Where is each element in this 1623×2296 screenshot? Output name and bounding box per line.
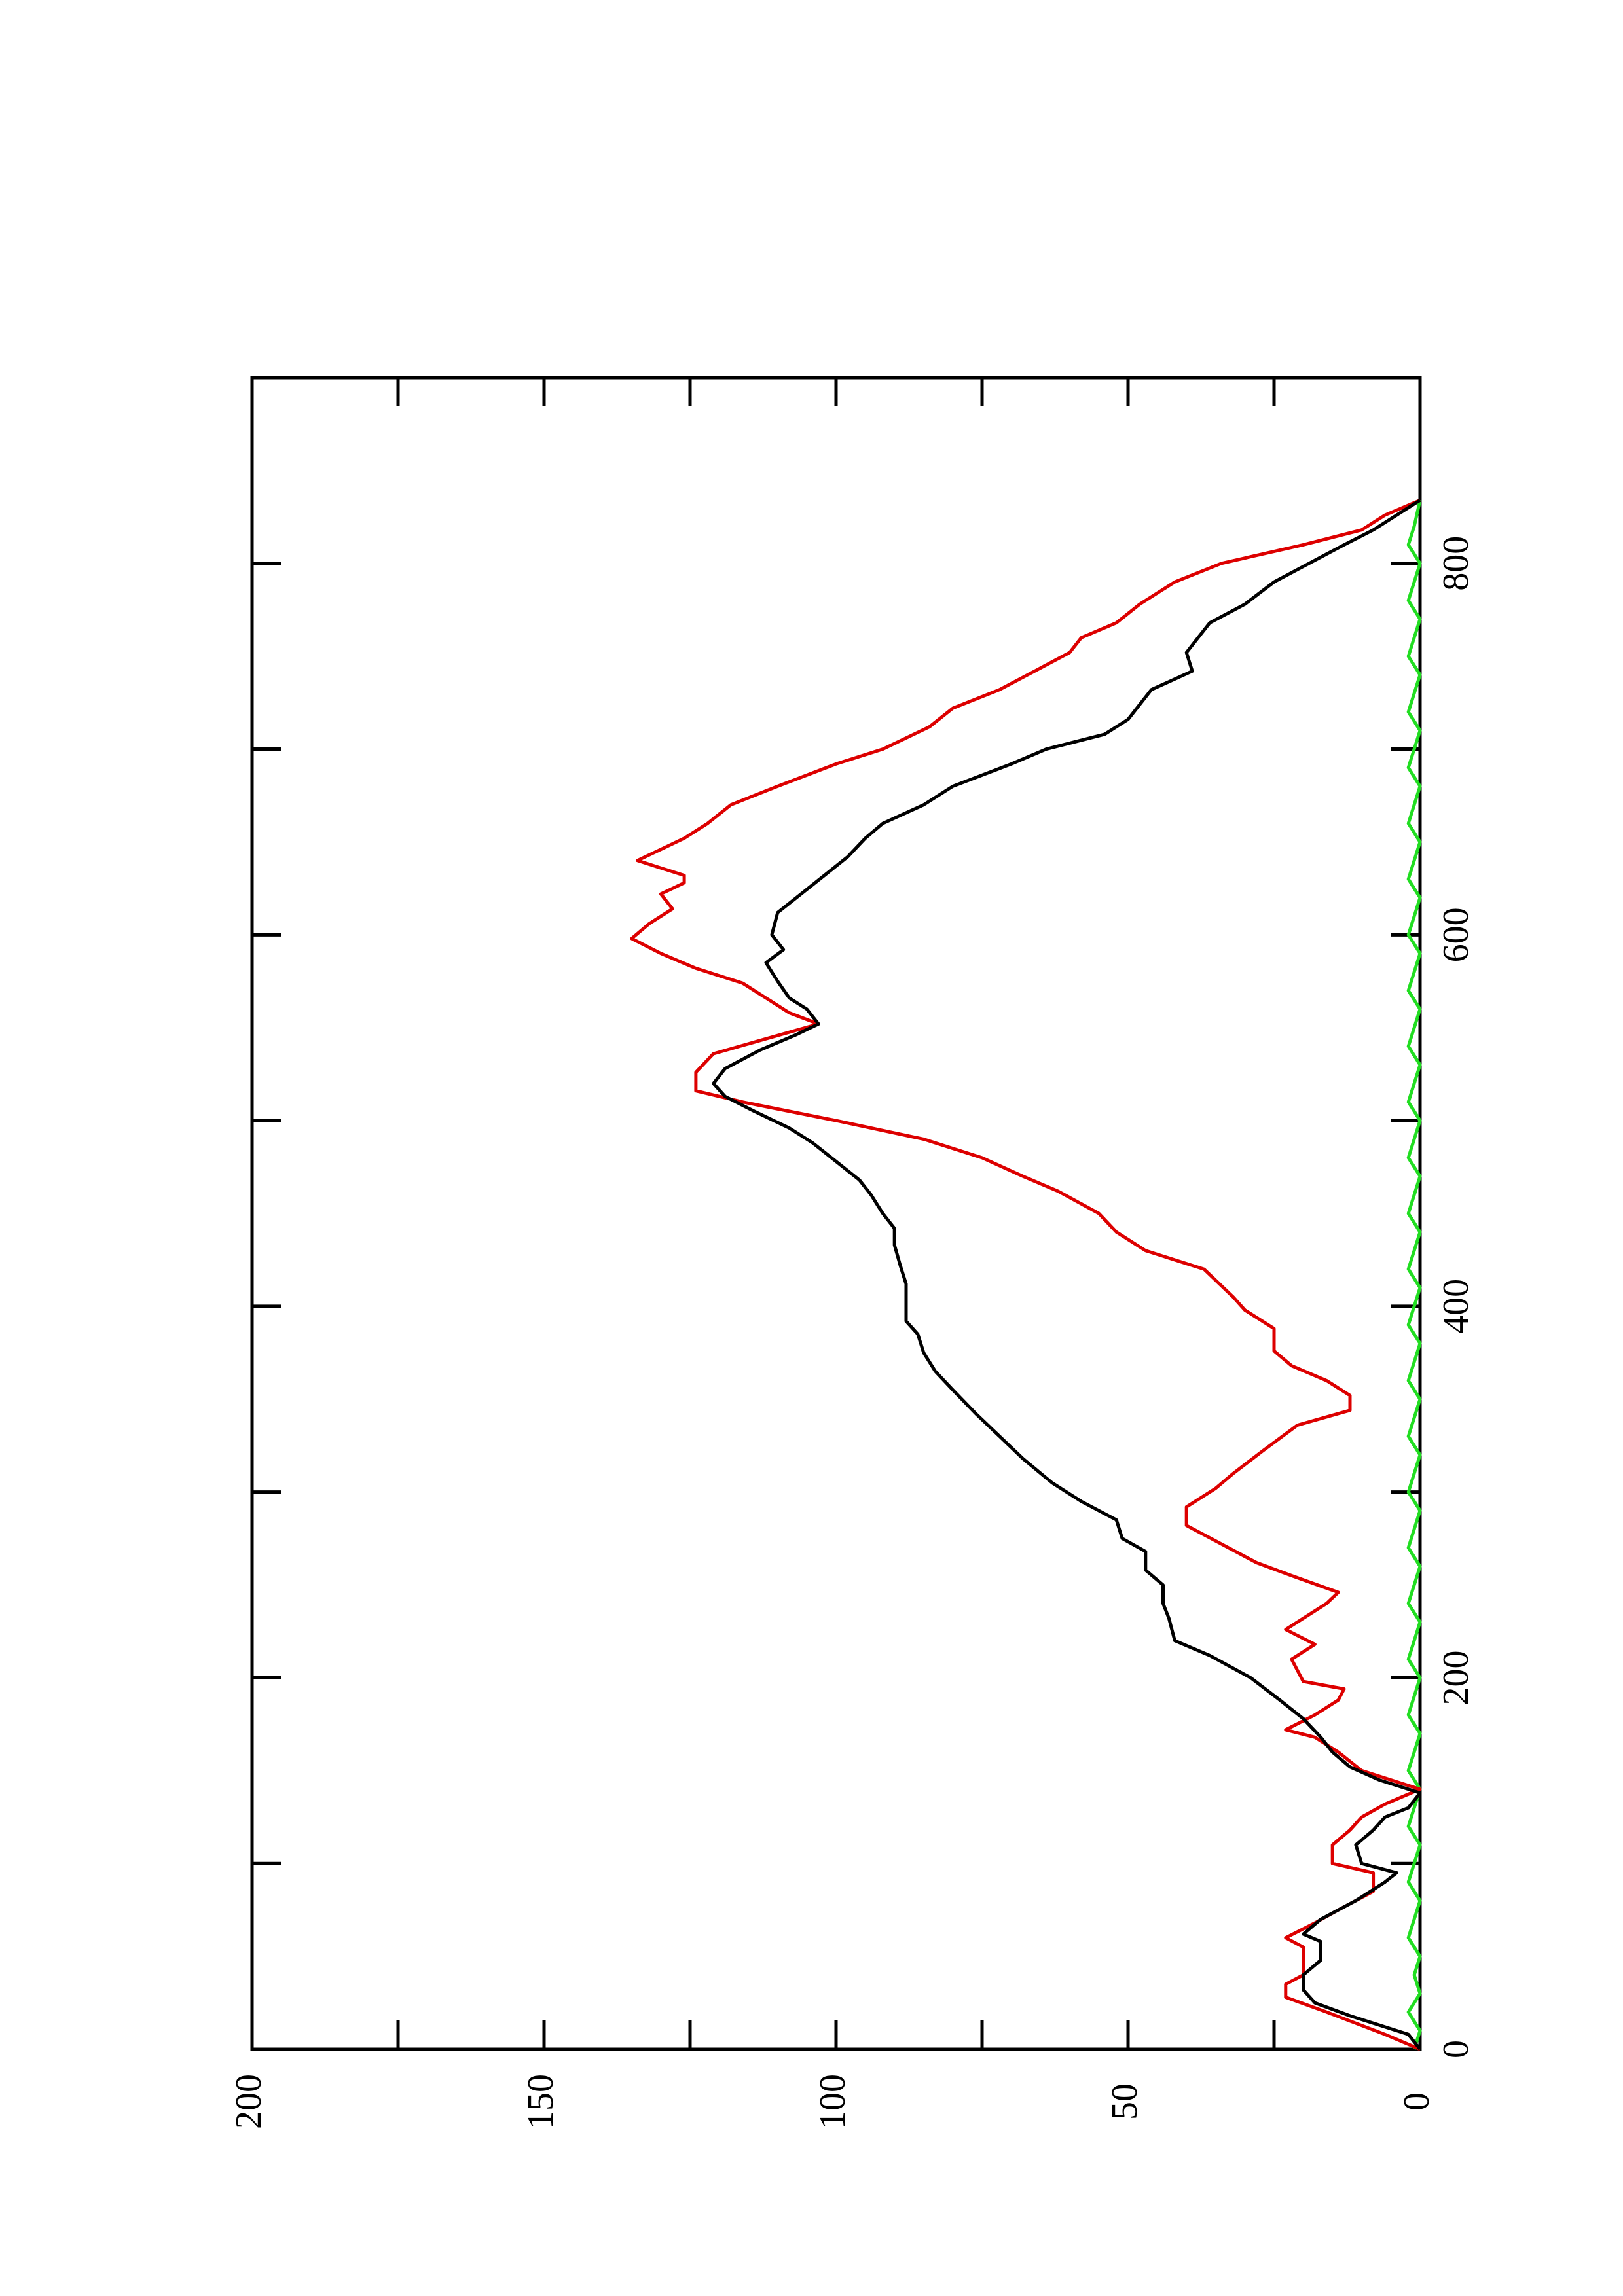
- y-tick-label: 0: [1396, 2092, 1437, 2111]
- x-tick-label: 600: [1436, 907, 1476, 962]
- tick-labels: 0 200 400 600 800 0 50 100 150 200: [228, 536, 1476, 2129]
- series-line-2: [630, 498, 1422, 2051]
- series-line-1: [712, 499, 1422, 2051]
- x-tick-label: 200: [1436, 1650, 1476, 1705]
- y-tick-label: 50: [1104, 2083, 1145, 2120]
- y-tick-label: 150: [520, 2074, 561, 2129]
- x-tick-label: 0: [1436, 2040, 1476, 2058]
- y-tick-label: 100: [812, 2074, 853, 2129]
- axis-ticks: [250, 378, 1422, 2051]
- x-tick-label: 800: [1436, 536, 1476, 591]
- series-line-3: [1406, 499, 1422, 2050]
- y-tick-label: 200: [228, 2074, 269, 2129]
- plot-frame: [250, 376, 1422, 2051]
- x-tick-label: 400: [1436, 1279, 1476, 1334]
- series-layer: [630, 498, 1422, 2051]
